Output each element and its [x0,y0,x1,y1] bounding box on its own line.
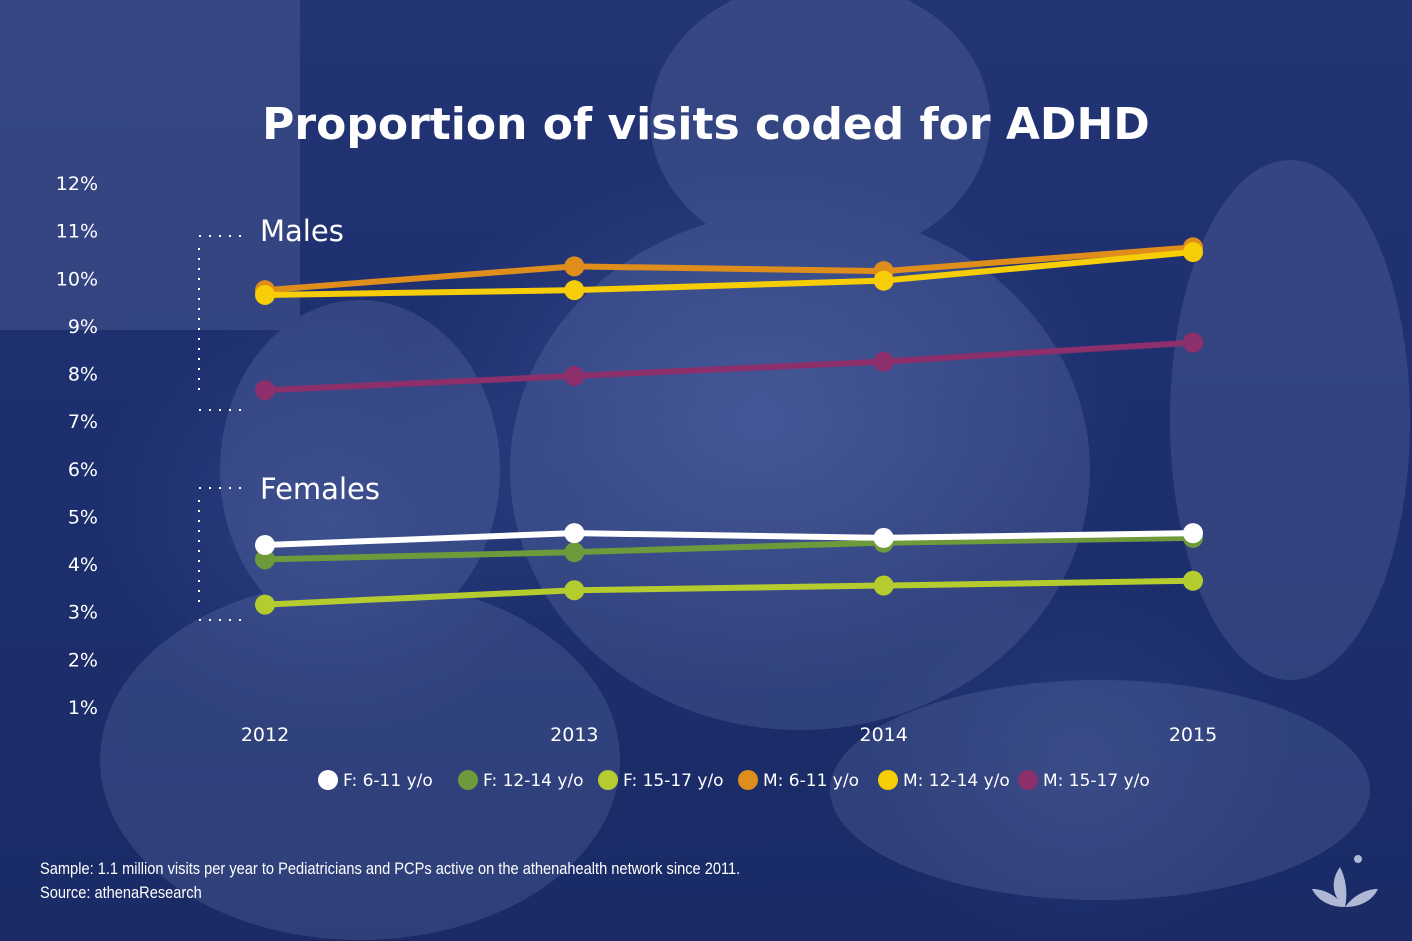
y-tick-label: 6% [68,459,98,481]
series-line [262,244,1196,294]
series-f-15-17-y-o [255,570,1203,615]
x-tick-label: 2013 [550,724,598,746]
x-tick-label: 2012 [241,724,289,746]
data-point [564,365,585,386]
series-line [262,577,1196,608]
data-point [564,256,585,277]
legend-item: F: 15-17 y/o [598,770,724,791]
group-bracket-males: Males [198,214,344,411]
x-tick-label: 2014 [859,724,907,746]
y-tick-label: 8% [68,364,98,386]
legend-item: F: 12-14 y/o [458,770,584,791]
legend-label: F: 15-17 y/o [623,771,724,791]
legend-label: M: 12-14 y/o [903,771,1010,791]
legend-label: F: 6-11 y/o [343,771,433,791]
series-line [262,249,1196,298]
data-point [873,527,894,548]
y-tick-label: 4% [68,554,98,576]
x-tick-label: 2015 [1169,724,1217,746]
legend-label: M: 6-11 y/o [763,771,859,791]
legend-swatch [1018,770,1038,790]
series-m-15-17-y-o [255,332,1203,401]
data-point [255,380,275,401]
data-point [873,575,894,596]
y-axis-ticks: 12% 11% 10% 9% 8% 7% 6% 5% 4% 3% 2% 1% [56,173,98,719]
y-tick-label: 11% [56,221,98,243]
data-point [1183,523,1203,544]
athenahealth-leaf-logo-icon [1312,855,1378,907]
y-tick-label: 3% [68,602,98,624]
data-point [564,542,585,563]
data-point [1183,242,1203,263]
data-point [255,535,275,556]
data-point [1183,332,1203,353]
group-bracket-females: Females [198,472,380,621]
data-point [1183,570,1203,591]
y-tick-label: 1% [68,697,98,719]
legend-item: M: 6-11 y/o [738,770,859,791]
series-line [262,530,1196,549]
legend-label: F: 12-14 y/o [483,771,584,791]
data-point [564,523,585,544]
y-tick-label: 9% [68,316,98,338]
y-tick-label: 7% [68,411,98,433]
legend-swatch [878,770,898,790]
legend-item: M: 15-17 y/o [1018,770,1150,791]
series-m-12-14-y-o [255,242,1203,305]
legend-item: F: 6-11 y/o [318,770,433,791]
legend-swatch [598,770,618,790]
data-point [873,270,894,291]
x-axis-ticks: 2012 2013 2014 2015 [241,724,1217,746]
data-point [255,549,275,570]
legend: F: 6-11 y/o F: 12-14 y/o F: 15-17 y/o M: 6-… [318,770,1150,791]
y-tick-label: 12% [56,173,98,195]
y-tick-label: 5% [68,506,98,528]
footnote-sample: Sample: 1.1 million visits per year to P… [40,859,741,878]
data-point [564,280,585,301]
series-f-6-11-y-o [255,523,1203,556]
legend-item: M: 12-14 y/o [878,770,1010,791]
legend-swatch [318,770,338,790]
data-point [255,594,275,615]
series-layer [255,237,1203,615]
legend-swatch [738,770,758,790]
series-line [262,534,1196,563]
group-label-females: Females [260,472,380,506]
data-point [873,351,894,372]
footnote-source: Source: athenaResearch [40,883,202,902]
legend-label: M: 15-17 y/o [1043,771,1150,791]
y-tick-label: 10% [56,268,98,290]
legend-swatch [458,770,478,790]
data-point [564,580,585,601]
group-label-males: Males [260,214,344,248]
chart-title: Proportion of visits coded for ADHD [262,99,1150,150]
series-line [262,339,1196,394]
y-tick-label: 2% [68,649,98,671]
data-point [255,284,275,305]
